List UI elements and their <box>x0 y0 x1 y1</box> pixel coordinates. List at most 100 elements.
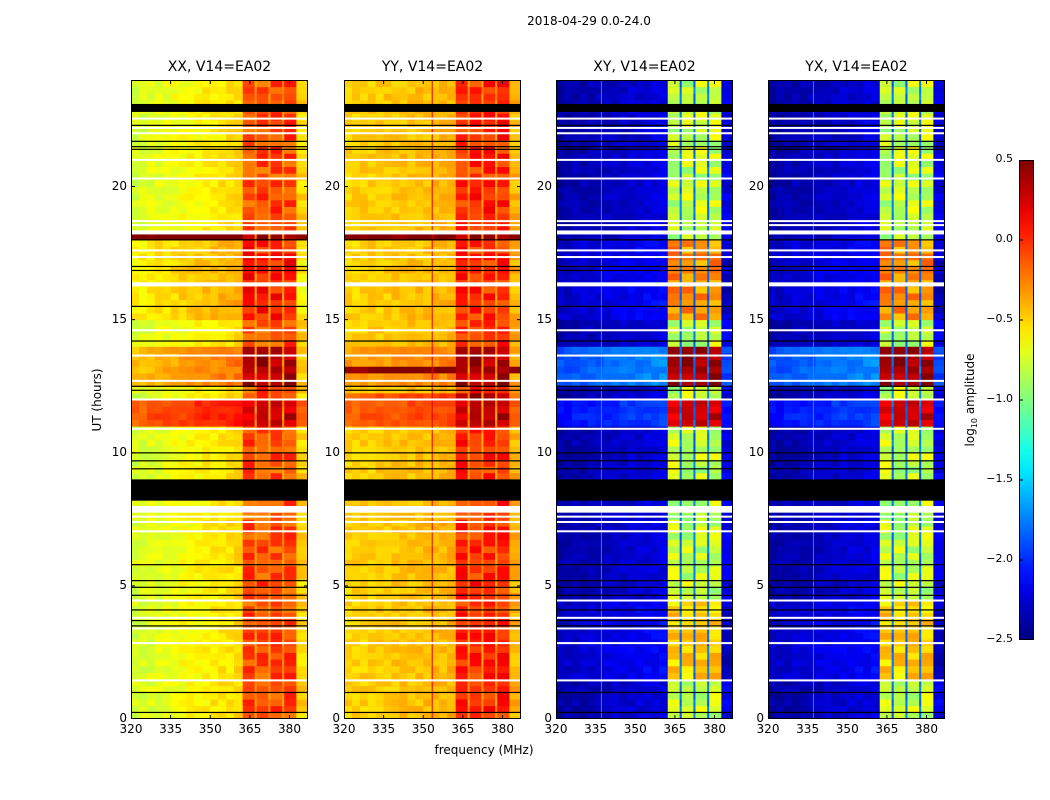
heatmap-gap-cell <box>268 539 271 547</box>
heatmap-band-cell <box>256 692 269 700</box>
heatmap-cell <box>563 679 573 687</box>
heatmap-band-cell <box>667 645 680 653</box>
heatmap-band-cell <box>497 439 510 447</box>
heatmap-gap-cell <box>268 119 271 128</box>
heatmap-cell <box>447 559 456 567</box>
heatmap-cell <box>178 406 187 414</box>
heatmap-cell <box>587 692 597 700</box>
heatmap-cell <box>194 159 203 168</box>
heatmap-band-cell <box>284 525 297 534</box>
heatmap-cell <box>415 113 424 121</box>
heatmap-cell <box>407 472 416 480</box>
heatmap-cell <box>619 665 628 673</box>
heatmap-cell <box>423 319 432 327</box>
heatmap-cell <box>447 286 456 294</box>
heatmap-cell <box>447 133 456 141</box>
heatmap-band-cell <box>242 459 255 467</box>
heatmap-cell <box>154 565 164 574</box>
heatmap-band-cell <box>497 259 510 267</box>
heatmap-cell <box>162 659 172 667</box>
heatmap-band-cell <box>242 226 255 234</box>
heatmap-cell <box>383 552 393 560</box>
heatmap-band-cell <box>709 612 722 620</box>
heatmap-gap-cell <box>254 572 258 580</box>
heatmap-cell <box>383 139 393 148</box>
heatmap-band-cell <box>497 432 510 440</box>
heatmap-cell <box>241 592 244 600</box>
heatmap-cell <box>375 699 385 707</box>
heatmap-cell <box>234 86 243 94</box>
heatmap-cell <box>218 219 227 227</box>
heatmap-cell <box>218 173 227 181</box>
heatmap-band-cell <box>469 113 482 121</box>
heatmap-cell <box>399 679 408 687</box>
heatmap-cell <box>431 712 440 719</box>
heatmap-band-cell <box>497 153 510 161</box>
heatmap-cell <box>367 206 377 214</box>
heatmap-cell <box>563 659 573 667</box>
heatmap-cell <box>234 525 243 534</box>
heatmap-cell <box>651 692 660 700</box>
heatmap-cell <box>186 372 195 381</box>
heatmap-cell <box>241 699 244 707</box>
heatmap-band-cell <box>455 193 468 201</box>
heatmap-band-cell <box>284 665 297 673</box>
heatmap-cell <box>344 419 353 427</box>
heatmap-band-cell <box>270 565 283 574</box>
flagged-black-line <box>131 239 308 241</box>
heatmap-cell <box>556 699 565 707</box>
flagged-black-line <box>131 594 308 596</box>
heatmap-gap-cell <box>296 153 308 161</box>
heatmap-cell <box>202 139 211 148</box>
heatmap-cell <box>447 446 456 454</box>
heatmap-cell <box>170 166 180 174</box>
heatmap-cell <box>154 472 164 480</box>
heatmap-cell <box>611 679 620 687</box>
heatmap-cell <box>454 685 457 693</box>
heatmap-cell <box>359 226 369 234</box>
heatmap-gap-cell <box>495 346 498 354</box>
heatmap-gap-cell <box>254 359 258 367</box>
heatmap-cell <box>383 99 393 108</box>
heatmap-cell <box>241 439 244 447</box>
heatmap-cell <box>439 286 448 294</box>
heatmap-cell <box>210 632 219 640</box>
heatmap-cell <box>178 206 187 214</box>
heatmap-cell <box>138 86 148 94</box>
heatmap-cell <box>587 705 597 713</box>
heatmap-cell <box>383 193 393 201</box>
heatmap-cell <box>226 146 235 154</box>
heatmap-cell <box>579 712 589 719</box>
heatmap-cell <box>375 319 385 327</box>
heatmap-cell <box>367 452 377 460</box>
heatmap-cell <box>383 539 393 547</box>
heatmap-cell <box>407 699 416 707</box>
heatmap-gap-cell <box>254 173 258 181</box>
heatmap-cell <box>241 286 244 294</box>
heatmap-cell <box>170 339 180 347</box>
heatmap-cell <box>666 619 669 627</box>
heatmap-gap-cell <box>282 166 285 174</box>
flagged-black-line <box>131 468 308 470</box>
heatmap-gap-cell <box>495 139 498 148</box>
heatmap-band-cell <box>483 392 496 400</box>
heatmap-cell <box>162 419 172 427</box>
panel-title: XY, V14=EA02 <box>593 59 696 75</box>
heatmap-cell <box>162 366 172 374</box>
heatmap-cell <box>383 226 393 234</box>
heatmap-cell <box>146 312 156 321</box>
heatmap-cell <box>202 459 211 467</box>
heatmap-cell <box>359 193 369 201</box>
heatmap-cell <box>351 645 361 653</box>
heatmap-band-cell <box>709 619 722 627</box>
heatmap-gap-cell <box>268 652 271 660</box>
heatmap-cell <box>226 559 235 567</box>
heatmap-gap-cell <box>481 379 484 387</box>
heatmap-cell <box>202 199 211 207</box>
heatmap-gap-cell <box>282 93 285 101</box>
heatmap-cell <box>178 532 187 540</box>
heatmap-cell <box>431 126 440 134</box>
heatmap-cell <box>423 439 432 447</box>
heatmap-gap-cell <box>296 273 308 281</box>
heatmap-gap-cell <box>282 419 285 427</box>
